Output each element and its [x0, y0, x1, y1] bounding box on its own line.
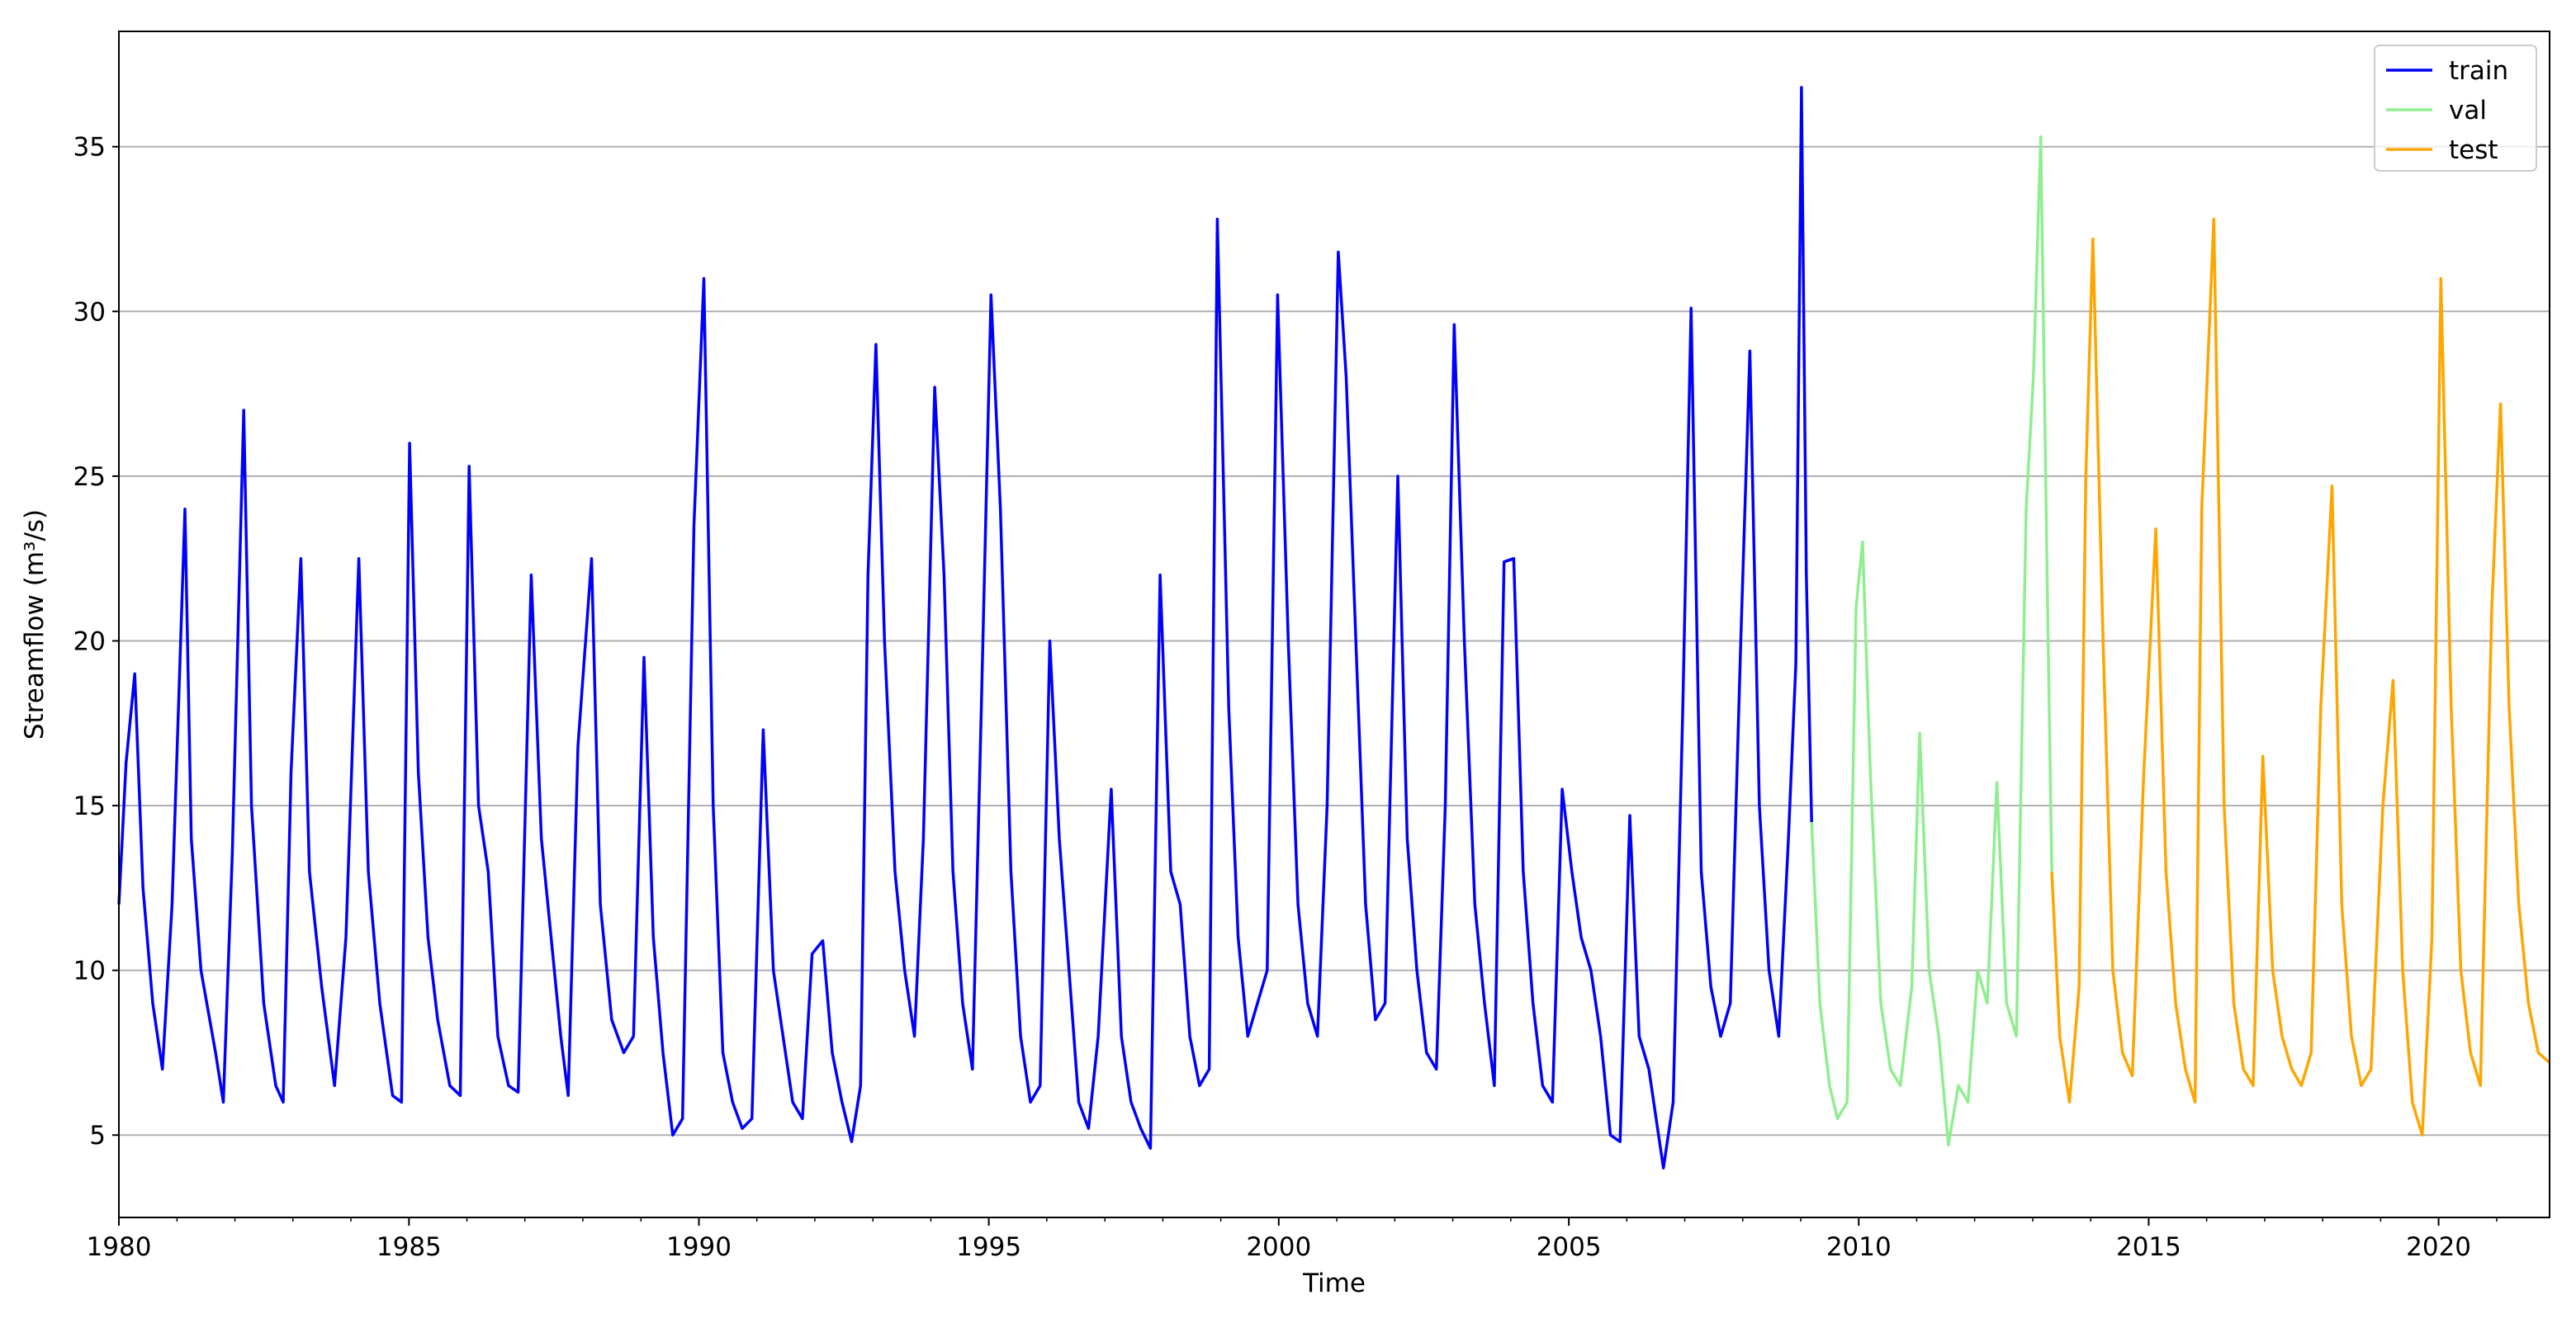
y-tick-label: 20	[73, 626, 106, 656]
y-tick-label: 25	[73, 462, 106, 492]
axis-ticks: 5 10 15 20 25 30 35 1980 1985 1990 1995 2000 2005 201…	[73, 133, 2498, 1262]
x-tick-label: 1995	[956, 1232, 1021, 1262]
legend: train val test	[2374, 45, 2537, 172]
x-tick-label: 2010	[1826, 1232, 1892, 1262]
series-line-test	[2050, 217, 2551, 1137]
x-tick-label: 2020	[2406, 1232, 2471, 1262]
x-tick-label: 1985	[376, 1232, 442, 1262]
x-tick-label: 2000	[1246, 1232, 1311, 1262]
plot-area-frame	[118, 31, 2550, 1218]
x-tick-label: 2005	[1537, 1232, 1602, 1262]
y-tick-label: 30	[73, 297, 106, 327]
x-tick-label: 2015	[2116, 1232, 2181, 1262]
series-line-train	[117, 86, 1813, 1170]
legend-label-train: train	[2449, 56, 2508, 86]
legend-label-test: test	[2449, 135, 2498, 165]
y-tick-label: 15	[73, 792, 106, 821]
y-axis-title: Streamflow (m³/s)	[20, 509, 50, 740]
series-line-val	[1810, 135, 2053, 1146]
x-axis-title: Time	[1302, 1269, 1366, 1298]
y-tick-label: 5	[89, 1121, 106, 1151]
legend-box	[2374, 45, 2537, 172]
grid-lines	[119, 145, 2550, 1137]
x-tick-label: 1990	[666, 1232, 732, 1262]
y-tick-label: 10	[73, 957, 106, 986]
series-lines	[117, 86, 2551, 1170]
x-tick-label: 1980	[87, 1232, 152, 1262]
y-tick-label: 35	[73, 133, 106, 163]
legend-label-val: val	[2449, 96, 2487, 125]
